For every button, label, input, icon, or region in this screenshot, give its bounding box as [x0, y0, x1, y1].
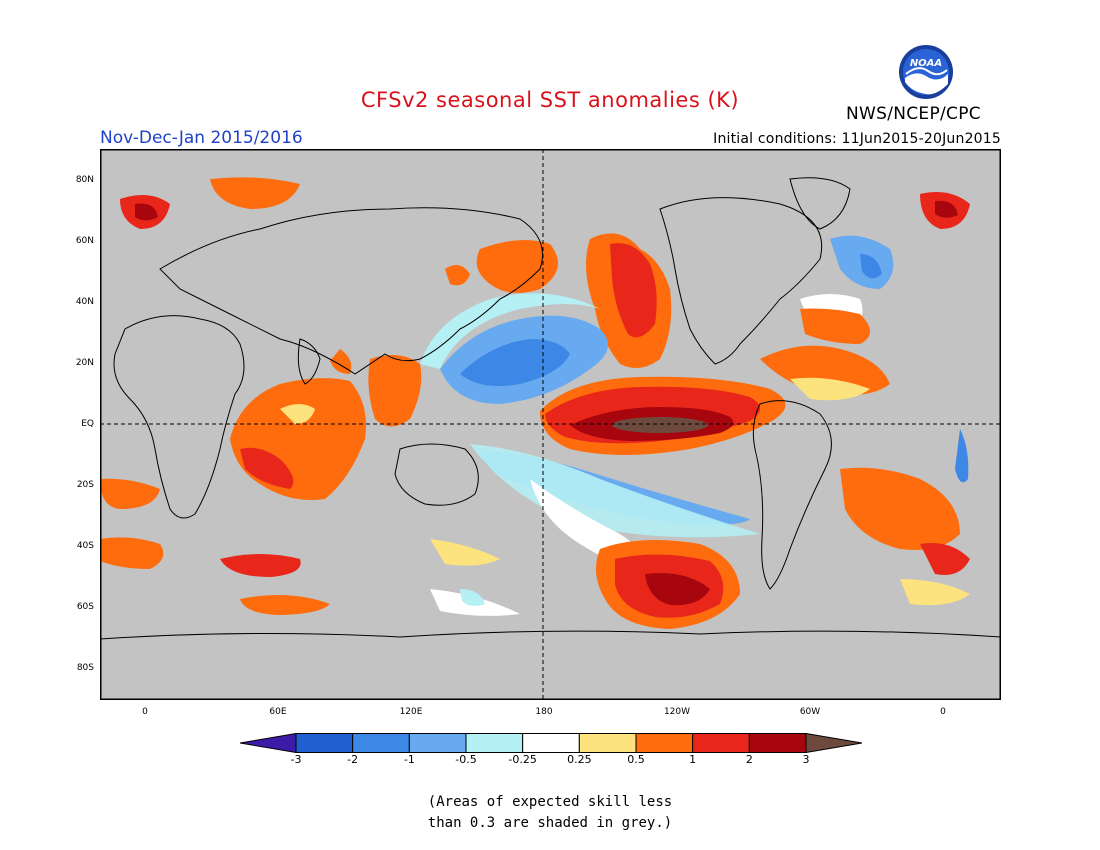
colorbar-swatch — [465, 733, 524, 753]
map-frame — [100, 149, 1001, 700]
noaa-logo-icon: NOAA — [899, 45, 953, 99]
colorbar-tick-label: 2 — [745, 753, 753, 766]
n-pacific-pale — [420, 293, 600, 369]
skill-footnote: (Areas of expected skill less than 0.3 a… — [0, 792, 1100, 834]
so-warm-6 — [900, 579, 970, 606]
indian-pale — [280, 404, 315, 424]
colorbar-tick-label: 3 — [802, 753, 810, 766]
lat-label: 80S — [76, 663, 94, 673]
arctic-warm-l-core — [135, 203, 158, 221]
colorbar-tick-label: -1 — [403, 753, 415, 766]
lat-label: 60N — [75, 236, 94, 246]
map-title: CFSv2 seasonal SST anomalies (K) — [360, 88, 740, 112]
india-outline — [297, 338, 321, 385]
sst-anomaly-map — [100, 149, 1001, 700]
lon-label: 0 — [940, 707, 946, 717]
west-pacific-warm — [368, 355, 422, 427]
colorbar-swatch — [805, 733, 862, 753]
lon-label: 180 — [535, 707, 553, 717]
lat-label: 40N — [75, 297, 94, 307]
n-atlantic-warm — [760, 345, 890, 396]
colorbar-tick-label: 1 — [689, 753, 697, 766]
s-america-outline — [752, 400, 832, 590]
colorbar-tick-label: -0.25 — [508, 753, 537, 766]
colorbar-swatch — [692, 733, 750, 753]
nw-pacific-warm — [476, 240, 558, 293]
so-warm-4 — [100, 478, 160, 509]
mid-atlantic-warm — [800, 308, 870, 344]
initial-conditions-label: Initial conditions: 11Jun2015-20Jun2015 — [713, 131, 1001, 147]
colorbar-tick-label: -0.5 — [455, 753, 477, 766]
lat-label: 80N — [75, 175, 94, 185]
lat-label: 20S — [76, 480, 94, 490]
colorbar — [240, 733, 862, 753]
colorbar-swatch — [295, 733, 354, 753]
s-atlantic-red — [920, 543, 970, 575]
agency-label: NWS/NCEP/CPC — [846, 104, 981, 124]
colorbar-tick-label: -3 — [290, 753, 302, 766]
colorbar-tick-label: -2 — [347, 753, 359, 766]
greenland-outline — [789, 177, 851, 230]
colorbar-swatch — [408, 733, 467, 753]
s-atlantic-warm — [840, 467, 960, 550]
lon-label: 120E — [399, 707, 423, 717]
colorbar-swatch — [522, 733, 580, 753]
svg-text:NOAA: NOAA — [910, 58, 942, 69]
coastlines — [100, 177, 1001, 640]
colorbar-swatch — [352, 733, 410, 753]
eurasia-outline — [159, 207, 543, 375]
arctic-warm-r-core — [935, 200, 958, 218]
lon-label: 60W — [799, 707, 821, 717]
colorbar-swatch — [240, 733, 297, 753]
n-atlantic-cool-core — [860, 254, 882, 279]
indian-warm-sw — [240, 447, 294, 489]
so-warm-1 — [100, 537, 164, 569]
n-america-outline — [659, 197, 823, 365]
colorbar-swatch — [748, 733, 807, 753]
season-label: Nov-Dec-Jan 2015/2016 — [100, 128, 303, 148]
lon-label: 120W — [663, 707, 691, 717]
anomaly-regions — [100, 177, 970, 629]
so-warm-3 — [240, 595, 330, 615]
lat-label: EQ — [81, 419, 94, 429]
colorbar-swatch — [635, 733, 694, 753]
so-warm-2 — [220, 554, 301, 577]
lat-label: 60S — [76, 602, 94, 612]
lon-label: 0 — [142, 707, 148, 717]
lon-label: 60E — [269, 707, 287, 717]
colorbar-swatch — [578, 733, 637, 753]
antarctica-outline — [100, 630, 1001, 640]
barents-warm — [210, 177, 300, 209]
benguela-cool — [955, 429, 969, 483]
colorbar-tick-label: 0.25 — [567, 753, 592, 766]
africa-outline — [113, 315, 245, 519]
colorbar-tick-label: 0.5 — [627, 753, 645, 766]
s-pacific-warm-core — [645, 573, 710, 606]
nino-warm-core — [612, 417, 708, 433]
so-warm-5 — [430, 539, 500, 566]
lat-label: 20N — [75, 358, 94, 368]
n-atlantic-pale — [790, 377, 870, 401]
okhotsk-warm — [445, 265, 470, 286]
ne-pacific-warm-core — [610, 243, 657, 338]
so-cool-1 — [460, 589, 485, 606]
lat-label: 40S — [76, 541, 94, 551]
australia-outline — [394, 443, 479, 506]
footnote-line2: than 0.3 are shaded in grey.) — [427, 815, 673, 831]
footnote-line1: (Areas of expected skill less — [427, 794, 673, 810]
